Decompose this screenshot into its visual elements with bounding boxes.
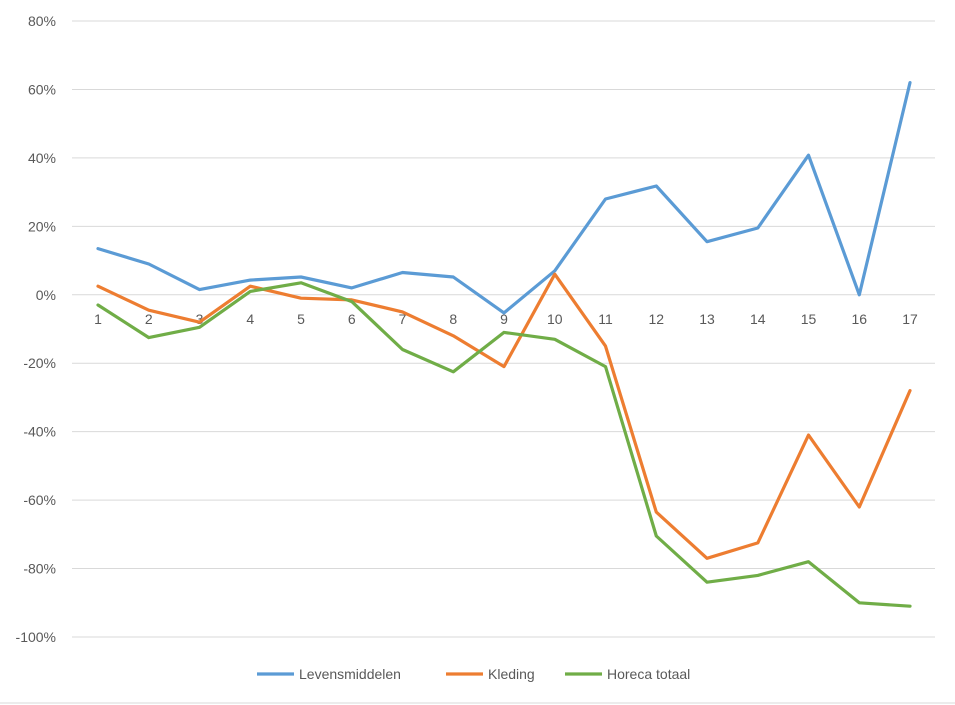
x-tick-label: 6 [348,311,356,327]
x-tick-label: 13 [699,311,715,327]
legend-label: Kleding [488,666,535,682]
x-tick-label: 2 [145,311,153,327]
x-tick-label: 5 [297,311,305,327]
y-tick-label: 20% [28,218,56,234]
x-tick-label: 1 [94,311,102,327]
y-tick-label: 40% [28,150,56,166]
x-tick-label: 10 [547,311,563,327]
y-tick-label: 60% [28,81,56,97]
y-tick-label: 0% [36,287,56,303]
x-tick-label: 4 [246,311,254,327]
x-tick-label: 8 [449,311,457,327]
y-tick-label: -80% [23,561,56,577]
x-tick-label: 16 [851,311,867,327]
y-tick-label: 80% [28,13,56,29]
x-tick-label: 12 [648,311,664,327]
x-tick-label: 17 [902,311,918,327]
y-tick-label: -100% [16,629,56,645]
x-tick-label: 15 [801,311,817,327]
legend-label: Levensmiddelen [299,666,401,682]
y-tick-label: -40% [23,424,56,440]
y-tick-label: -60% [23,492,56,508]
y-tick-label: -20% [23,355,56,371]
legend-label: Horeca totaal [607,666,690,682]
x-tick-label: 14 [750,311,766,327]
x-tick-label: 11 [598,311,613,327]
